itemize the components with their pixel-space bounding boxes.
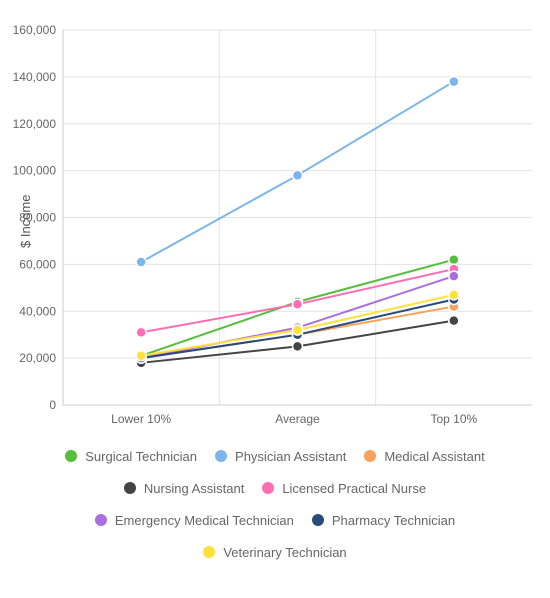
series-marker	[136, 327, 146, 337]
series-marker	[136, 351, 146, 361]
legend-row: Surgical Technician Physician Assistant Me…	[0, 440, 550, 472]
series-marker	[449, 290, 459, 300]
series-marker	[293, 299, 303, 309]
y-axis-label: $ Income	[18, 194, 33, 247]
legend-label: Medical Assistant	[384, 450, 484, 463]
legend-item: Physician Assistant	[215, 450, 346, 463]
legend-item: Veterinary Technician	[203, 546, 346, 559]
legend-item: Medical Assistant	[364, 450, 484, 463]
legend-item: Nursing Assistant	[124, 482, 244, 495]
legend-label: Emergency Medical Technician	[115, 514, 294, 527]
legend: Surgical Technician Physician Assistant Me…	[0, 440, 550, 568]
legend-label: Pharmacy Technician	[332, 514, 455, 527]
legend-item: Licensed Practical Nurse	[262, 482, 426, 495]
legend-label: Physician Assistant	[235, 450, 346, 463]
legend-dot-icon	[95, 514, 107, 526]
legend-label: Veterinary Technician	[223, 546, 346, 559]
legend-item: Emergency Medical Technician	[95, 514, 294, 527]
y-tick-label: 0	[49, 398, 56, 412]
legend-label: Surgical Technician	[85, 450, 197, 463]
income-line-chart: 020,00040,00060,00080,000100,000120,0001…	[0, 0, 550, 598]
legend-dot-icon	[215, 450, 227, 462]
series-marker	[449, 255, 459, 265]
x-tick-label: Average	[275, 412, 320, 426]
series-marker	[293, 170, 303, 180]
y-tick-label: 160,000	[13, 23, 57, 37]
x-tick-label: Lower 10%	[111, 412, 171, 426]
y-tick-label: 120,000	[13, 117, 57, 131]
legend-dot-icon	[124, 482, 136, 494]
legend-dot-icon	[65, 450, 77, 462]
legend-dot-icon	[364, 450, 376, 462]
legend-label: Licensed Practical Nurse	[282, 482, 426, 495]
y-tick-label: 20,000	[19, 351, 56, 365]
series-marker	[449, 316, 459, 326]
x-tick-label: Top 10%	[430, 412, 477, 426]
y-tick-label: 60,000	[19, 257, 56, 271]
series-marker	[293, 341, 303, 351]
series-marker	[449, 271, 459, 281]
chart-canvas: 020,00040,00060,00080,000100,000120,0001…	[0, 0, 550, 430]
legend-dot-icon	[262, 482, 274, 494]
legend-row: Emergency Medical Technician Pharmacy Tec…	[0, 504, 550, 536]
series-marker	[293, 325, 303, 335]
y-tick-label: 100,000	[13, 164, 57, 178]
y-tick-label: 140,000	[13, 70, 57, 84]
legend-item: Surgical Technician	[65, 450, 197, 463]
series-marker	[136, 257, 146, 267]
y-tick-label: 40,000	[19, 304, 56, 318]
series-marker	[449, 77, 459, 87]
legend-row: Nursing Assistant Licensed Practical Nurs…	[0, 472, 550, 504]
legend-dot-icon	[203, 546, 215, 558]
legend-label: Nursing Assistant	[144, 482, 244, 495]
legend-item: Pharmacy Technician	[312, 514, 455, 527]
legend-dot-icon	[312, 514, 324, 526]
legend-row: Veterinary Technician	[0, 536, 550, 568]
